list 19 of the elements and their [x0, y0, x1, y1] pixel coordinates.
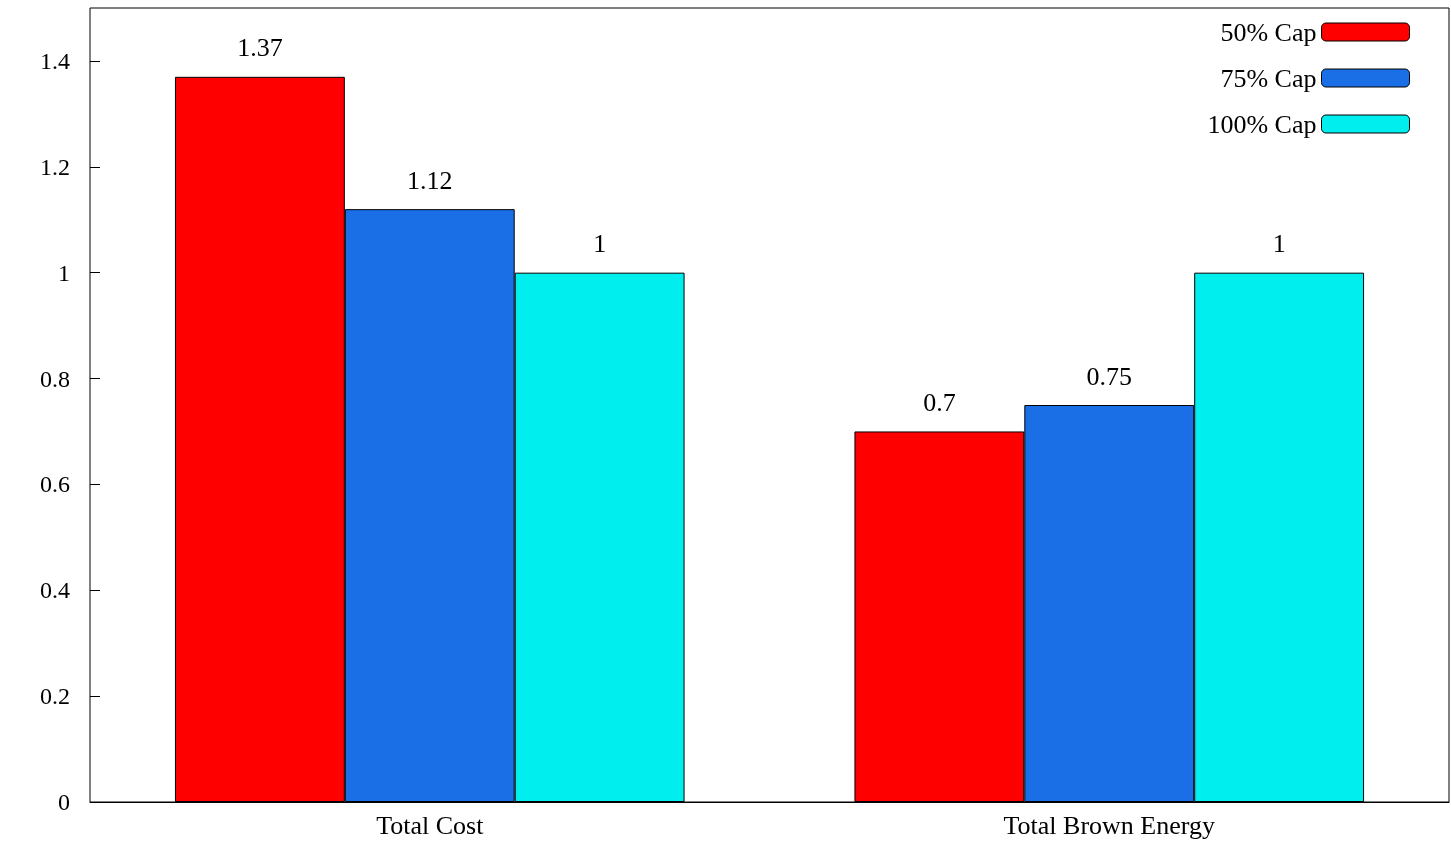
data-label: 1: [593, 229, 607, 259]
legend-label: 100% Cap: [1207, 109, 1317, 139]
y-tick-label: 0.2: [40, 683, 70, 710]
data-label: 1.12: [407, 165, 453, 195]
y-tick-label: 0.8: [40, 365, 70, 392]
y-tick-label: 0.6: [40, 471, 70, 498]
y-tick-label: 0.4: [40, 577, 70, 604]
data-label: 1.37: [237, 33, 283, 63]
y-tick-label: 0: [58, 789, 70, 815]
data-label: 1: [1272, 229, 1286, 259]
x-tick-label: Total Cost: [376, 810, 485, 840]
x-tick-label: Total Brown Energy: [1003, 810, 1215, 840]
y-tick-label: 1: [58, 259, 70, 286]
legend-label: 75% Cap: [1220, 63, 1317, 93]
data-label: 0.75: [1086, 361, 1132, 391]
y-tick-label: 1.4: [40, 47, 70, 74]
legend-label: 50% Cap: [1220, 17, 1317, 47]
y-tick-label: 1.2: [40, 153, 70, 180]
data-label: 0.7: [923, 387, 956, 417]
